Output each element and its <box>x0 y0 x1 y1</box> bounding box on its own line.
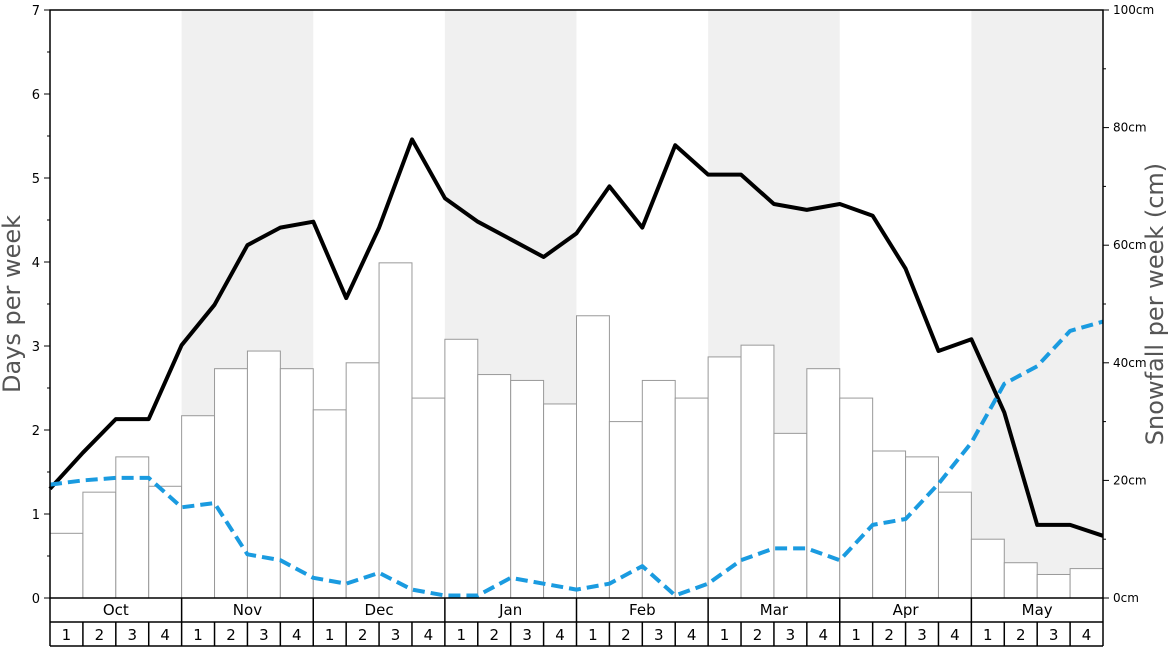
week-label: 4 <box>819 626 829 644</box>
snowfall-bar <box>82 491 117 599</box>
right-tick-label: 20cm <box>1113 473 1147 487</box>
week-label: 2 <box>358 626 368 644</box>
snowfall-bar <box>312 409 347 599</box>
week-label: 4 <box>555 626 565 644</box>
left-tick-label: 6 <box>32 88 40 103</box>
month-label: Feb <box>629 601 656 619</box>
week-label: 4 <box>687 626 697 644</box>
right-tick-label: 60cm <box>1113 238 1147 252</box>
snowfall-bar <box>214 368 248 599</box>
axis-ticks: 0 1 2 3 4 5 6 7 0cm 20cm 40cm 60cm 80cm 100cm <box>32 3 1154 607</box>
month-label: May <box>1022 601 1053 619</box>
snowfall-bar <box>773 432 808 599</box>
week-label: 4 <box>1082 626 1092 644</box>
snowfall-bar <box>1036 573 1071 599</box>
right-axis-title: Snowfall per week (cm) <box>1141 163 1168 445</box>
month-label: Dec <box>365 601 394 619</box>
left-tick-label: 4 <box>32 256 40 271</box>
snowfall-bar <box>707 356 742 599</box>
snowfall-bar <box>905 456 939 599</box>
dashed-series-line <box>49 319 1104 598</box>
snowfall-bar <box>49 532 84 599</box>
week-label: 3 <box>654 626 664 644</box>
week-label: 4 <box>160 626 170 644</box>
week-label: 1 <box>720 626 730 644</box>
week-label: 3 <box>917 626 927 644</box>
week-label: 2 <box>226 626 236 644</box>
week-label: 2 <box>489 626 499 644</box>
snowfall-bar <box>115 456 150 599</box>
month-label: Jan <box>498 601 522 619</box>
left-tick-label: 5 <box>32 172 40 187</box>
month-label: Oct <box>103 601 129 619</box>
left-tick-label: 1 <box>32 508 40 523</box>
month-label: Nov <box>233 601 262 619</box>
week-label: 1 <box>983 626 993 644</box>
right-tick-label: 80cm <box>1113 121 1147 135</box>
snowfall-bar <box>1069 568 1104 599</box>
week-label: 4 <box>292 626 302 644</box>
solid-series-line <box>48 137 1104 538</box>
month-shade <box>971 10 1103 598</box>
week-label: 3 <box>127 626 137 644</box>
month-label: Mar <box>760 601 789 619</box>
month-label: Apr <box>893 601 920 619</box>
snowfall-bar <box>510 379 545 599</box>
snowfall-bar <box>641 379 676 599</box>
chart-lines <box>48 137 1104 598</box>
snowfall-bar <box>543 403 577 599</box>
snowfall-bar <box>576 315 610 599</box>
week-label: 2 <box>1016 626 1026 644</box>
week-label: 1 <box>62 626 72 644</box>
week-label: 2 <box>884 626 894 644</box>
snowfall-bar <box>608 421 643 599</box>
week-label: 4 <box>950 626 960 644</box>
snowfall-bar <box>970 538 1005 599</box>
left-tick-label: 3 <box>32 340 40 355</box>
right-tick-label: 100cm <box>1113 3 1154 17</box>
x-axis-months: Oct 1 2 3 4 Nov 1 2 3 4 Dec 1 2 3 4 Jan 1 2 3 4 Feb 1 2 3 4 Mar 1 2… <box>49 598 1104 647</box>
snowfall-bar <box>806 368 841 599</box>
week-label: 4 <box>424 626 434 644</box>
right-tick-label: 0cm <box>1113 591 1139 605</box>
snowfall-bar <box>378 262 413 599</box>
snowfall-bar <box>1003 562 1038 599</box>
week-label: 1 <box>588 626 598 644</box>
snowfall-bar <box>444 338 479 599</box>
snowfall-bar <box>411 397 446 599</box>
snowfall-bar <box>839 397 874 599</box>
week-label: 2 <box>753 626 763 644</box>
snowfall-bar <box>674 397 709 599</box>
left-tick-label: 0 <box>32 592 40 607</box>
snowfall-bar <box>246 350 281 599</box>
week-label: 3 <box>259 626 269 644</box>
week-label: 1 <box>193 626 203 644</box>
week-label: 3 <box>786 626 796 644</box>
snowfall-bar <box>740 344 775 599</box>
week-label: 3 <box>1049 626 1059 644</box>
week-label: 1 <box>325 626 335 644</box>
snowfall-bar <box>345 362 380 599</box>
week-label: 1 <box>457 626 467 644</box>
week-label: 3 <box>391 626 401 644</box>
left-axis-title: Days per week <box>0 215 26 393</box>
left-tick-label: 7 <box>32 4 40 19</box>
week-label: 1 <box>851 626 861 644</box>
right-tick-label: 40cm <box>1113 356 1147 370</box>
month-shading <box>181 10 1103 598</box>
left-tick-label: 2 <box>32 424 40 439</box>
snowfall-bar <box>937 491 972 599</box>
week-label: 2 <box>621 626 631 644</box>
week-label: 3 <box>522 626 532 644</box>
snowfall-bar <box>477 374 512 599</box>
week-label: 2 <box>95 626 105 644</box>
